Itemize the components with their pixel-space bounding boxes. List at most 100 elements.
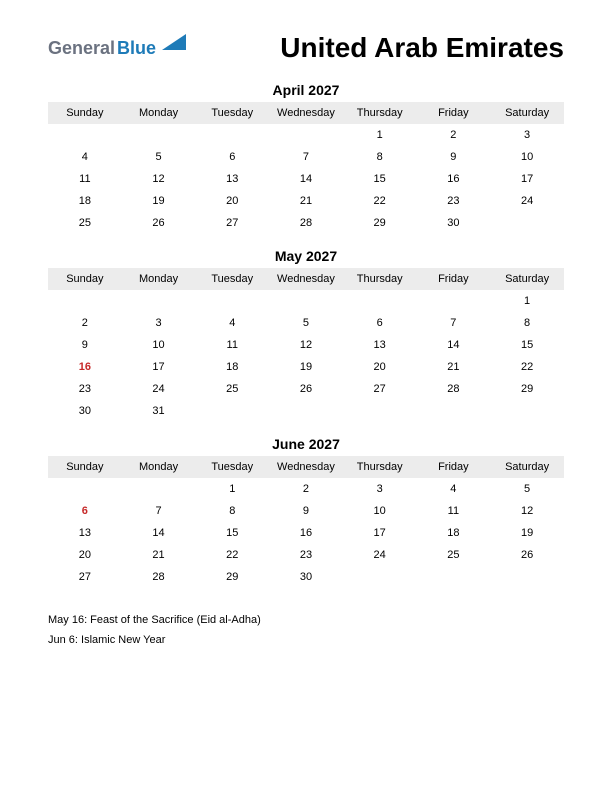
calendar-cell: 7 <box>417 312 491 334</box>
calendar-cell: 15 <box>195 522 269 544</box>
day-header: Saturday <box>490 268 564 290</box>
calendar-cell: 1 <box>343 124 417 146</box>
calendar-cell: 22 <box>195 544 269 566</box>
calendar-cell: 10 <box>343 500 417 522</box>
holiday-note-line: May 16: Feast of the Sacrifice (Eid al-A… <box>48 612 564 630</box>
calendar-cell: 18 <box>195 356 269 378</box>
calendar-cell: 24 <box>343 544 417 566</box>
calendar-cell: 3 <box>490 124 564 146</box>
day-header: Sunday <box>48 102 122 124</box>
calendar-cell: 8 <box>343 146 417 168</box>
calendar-cell: 20 <box>343 356 417 378</box>
calendar-cell: 30 <box>48 400 122 422</box>
calendar-cell: 12 <box>490 500 564 522</box>
calendar-cell: 3 <box>343 478 417 500</box>
calendar-cell: 7 <box>269 146 343 168</box>
calendar-cell: 4 <box>195 312 269 334</box>
calendar-table: SundayMondayTuesdayWednesdayThursdayFrid… <box>48 456 564 588</box>
calendar-cell: 9 <box>48 334 122 356</box>
calendar-cell <box>122 290 196 312</box>
calendar-cell: 22 <box>490 356 564 378</box>
calendar-cell: 1 <box>490 290 564 312</box>
calendar-row: 6789101112 <box>48 500 564 522</box>
month-title: June 2027 <box>48 436 564 452</box>
calendar-cell: 27 <box>343 378 417 400</box>
calendar-cell: 21 <box>269 190 343 212</box>
calendar-cell: 20 <box>48 544 122 566</box>
calendar-cell: 31 <box>122 400 196 422</box>
calendar-month: June 2027 SundayMondayTuesdayWednesdayThu… <box>48 436 564 588</box>
calendar-cell <box>417 290 491 312</box>
header: General Blue United Arab Emirates <box>48 32 564 64</box>
calendar-cell: 10 <box>490 146 564 168</box>
calendar-cell: 17 <box>490 168 564 190</box>
day-header: Friday <box>417 102 491 124</box>
day-header: Monday <box>122 268 196 290</box>
calendar-month: April 2027SundayMondayTuesdayWednesdayTh… <box>48 82 564 234</box>
calendar-cell <box>343 400 417 422</box>
calendar-row: 1 <box>48 290 564 312</box>
calendar-row: 20212223242526 <box>48 544 564 566</box>
calendar-cell: 29 <box>490 378 564 400</box>
calendar-cell: 19 <box>122 190 196 212</box>
calendar-cell: 19 <box>269 356 343 378</box>
calendar-cell: 27 <box>48 566 122 588</box>
calendar-cell <box>269 124 343 146</box>
day-header: Wednesday <box>269 102 343 124</box>
calendar-cell: 21 <box>417 356 491 378</box>
day-header: Tuesday <box>195 456 269 478</box>
calendar-cell: 11 <box>48 168 122 190</box>
calendar-cell: 23 <box>417 190 491 212</box>
calendar-cell: 19 <box>490 522 564 544</box>
calendar-cell <box>48 290 122 312</box>
calendar-row: 23242526272829 <box>48 378 564 400</box>
calendar-cell: 26 <box>490 544 564 566</box>
calendar-cell: 29 <box>343 212 417 234</box>
calendar-cell: 22 <box>343 190 417 212</box>
calendar-cell: 2 <box>48 312 122 334</box>
day-header: Thursday <box>343 456 417 478</box>
calendar-cell: 8 <box>490 312 564 334</box>
calendar-cell <box>417 566 491 588</box>
calendar-cell <box>490 212 564 234</box>
calendar-cell <box>269 400 343 422</box>
calendar-cell: 7 <box>122 500 196 522</box>
calendar-cell: 25 <box>195 378 269 400</box>
calendar-cell <box>490 400 564 422</box>
calendar-cell: 30 <box>269 566 343 588</box>
calendar-cell: 24 <box>490 190 564 212</box>
calendar-cell <box>48 124 122 146</box>
calendar-cell: 9 <box>417 146 491 168</box>
calendar-cell: 25 <box>48 212 122 234</box>
calendar-cell: 21 <box>122 544 196 566</box>
day-header: Monday <box>122 456 196 478</box>
calendar-cell: 25 <box>417 544 491 566</box>
calendar-row: 45678910 <box>48 146 564 168</box>
day-header: Wednesday <box>269 268 343 290</box>
calendar-cell: 4 <box>48 146 122 168</box>
calendar-cell: 16 <box>417 168 491 190</box>
calendar-cell: 28 <box>417 378 491 400</box>
calendar-row: 9101112131415 <box>48 334 564 356</box>
calendar-row: 2345678 <box>48 312 564 334</box>
calendar-cell: 30 <box>417 212 491 234</box>
calendar-cell: 3 <box>122 312 196 334</box>
calendar-cell <box>122 478 196 500</box>
calendar-cell <box>490 566 564 588</box>
day-header: Friday <box>417 268 491 290</box>
calendar-row: 16171819202122 <box>48 356 564 378</box>
calendar-cell: 14 <box>269 168 343 190</box>
page-title: United Arab Emirates <box>280 32 564 64</box>
calendar-cell: 26 <box>269 378 343 400</box>
calendar-cell: 17 <box>343 522 417 544</box>
calendar-cell: 8 <box>195 500 269 522</box>
calendar-cell: 12 <box>269 334 343 356</box>
calendar-cell: 23 <box>269 544 343 566</box>
logo: General Blue <box>48 38 188 59</box>
calendar-row: 11121314151617 <box>48 168 564 190</box>
calendar-cell: 27 <box>195 212 269 234</box>
calendar-cell: 13 <box>48 522 122 544</box>
calendar-cell: 1 <box>195 478 269 500</box>
calendar-cell: 23 <box>48 378 122 400</box>
day-header: Tuesday <box>195 268 269 290</box>
